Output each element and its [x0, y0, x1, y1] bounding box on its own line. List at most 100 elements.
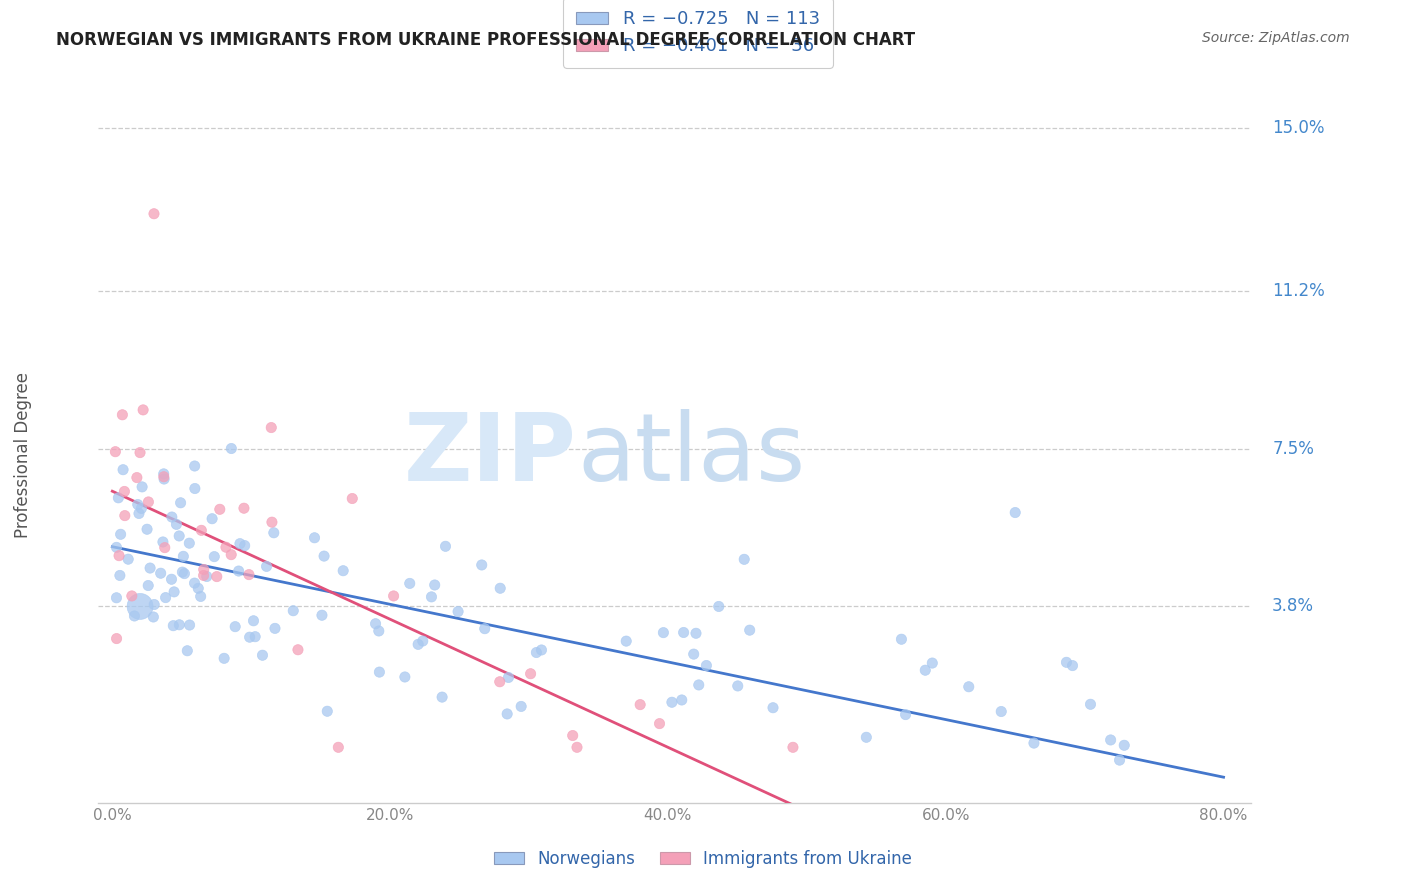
Point — [162, 618, 184, 632]
Point — [152, 467, 174, 481]
Point — [167, 529, 190, 543]
Point — [394, 670, 416, 684]
Point — [496, 706, 519, 721]
Point — [561, 729, 583, 743]
Point — [155, 591, 177, 605]
Point — [727, 679, 749, 693]
Point — [1056, 656, 1078, 670]
Point — [1062, 658, 1084, 673]
Point — [855, 731, 877, 745]
Point — [367, 624, 389, 638]
Point — [263, 525, 285, 540]
Point — [1099, 733, 1122, 747]
Point — [661, 695, 683, 709]
Point — [252, 648, 274, 663]
Point — [474, 622, 496, 636]
Point — [256, 559, 278, 574]
Point — [890, 632, 912, 647]
Point — [108, 568, 131, 582]
Point — [169, 496, 191, 510]
Point — [283, 604, 305, 618]
Point — [510, 699, 533, 714]
Point — [229, 536, 252, 550]
Point — [153, 541, 176, 555]
Point — [672, 625, 695, 640]
Point — [733, 552, 755, 566]
Point — [143, 598, 166, 612]
Point — [782, 740, 804, 755]
Point — [921, 656, 943, 670]
Text: ZIP: ZIP — [404, 409, 576, 501]
Point — [224, 620, 246, 634]
Point — [172, 565, 194, 579]
Point — [652, 625, 675, 640]
Point — [628, 698, 651, 712]
Point — [129, 445, 152, 459]
Point — [193, 568, 215, 582]
Point — [519, 666, 541, 681]
Text: 11.2%: 11.2% — [1272, 282, 1324, 300]
Point — [530, 643, 553, 657]
Point — [242, 614, 264, 628]
Point — [125, 470, 148, 484]
Point — [195, 569, 218, 583]
Point — [233, 501, 256, 516]
Point — [695, 658, 717, 673]
Point — [193, 562, 215, 576]
Text: 7.5%: 7.5% — [1272, 440, 1315, 458]
Point — [163, 585, 186, 599]
Point — [233, 539, 256, 553]
Point — [105, 591, 128, 605]
Point — [498, 670, 520, 684]
Point — [287, 642, 309, 657]
Point — [108, 549, 131, 563]
Point — [243, 630, 266, 644]
Point — [260, 515, 283, 529]
Point — [368, 665, 391, 679]
Point — [205, 569, 228, 583]
Point — [430, 690, 453, 705]
Point — [139, 561, 162, 575]
Point — [215, 540, 238, 554]
Point — [127, 498, 149, 512]
Point — [316, 704, 339, 718]
Point — [183, 576, 205, 591]
Point — [671, 693, 693, 707]
Point — [201, 512, 224, 526]
Point — [707, 599, 730, 614]
Point — [219, 548, 242, 562]
Point — [264, 621, 287, 635]
Point — [312, 549, 335, 563]
Point — [332, 564, 354, 578]
Point — [124, 609, 146, 624]
Point — [238, 567, 260, 582]
Point — [149, 566, 172, 581]
Point — [488, 674, 510, 689]
Point — [160, 510, 183, 524]
Point — [136, 522, 159, 536]
Text: NORWEGIAN VS IMMIGRANTS FROM UKRAINE PROFESSIONAL DEGREE CORRELATION CHART: NORWEGIAN VS IMMIGRANTS FROM UKRAINE PRO… — [56, 31, 915, 49]
Point — [894, 707, 917, 722]
Point — [412, 634, 434, 648]
Point — [328, 740, 350, 755]
Point — [228, 564, 250, 578]
Point — [1114, 739, 1136, 753]
Point — [614, 634, 637, 648]
Point — [111, 408, 134, 422]
Point — [957, 680, 980, 694]
Point — [762, 700, 785, 714]
Point — [738, 623, 761, 637]
Legend: R = −0.725   N = 113, R = −0.401   N =  36: R = −0.725 N = 113, R = −0.401 N = 36 — [564, 0, 832, 68]
Point — [153, 472, 176, 486]
Text: Professional Degree: Professional Degree — [14, 372, 32, 538]
Point — [179, 536, 201, 550]
Point — [364, 616, 387, 631]
Point — [682, 647, 704, 661]
Point — [398, 576, 420, 591]
Point — [1004, 506, 1026, 520]
Point — [173, 566, 195, 581]
Point — [129, 599, 152, 614]
Text: Source: ZipAtlas.com: Source: ZipAtlas.com — [1202, 31, 1350, 45]
Point — [914, 663, 936, 677]
Point — [105, 632, 128, 646]
